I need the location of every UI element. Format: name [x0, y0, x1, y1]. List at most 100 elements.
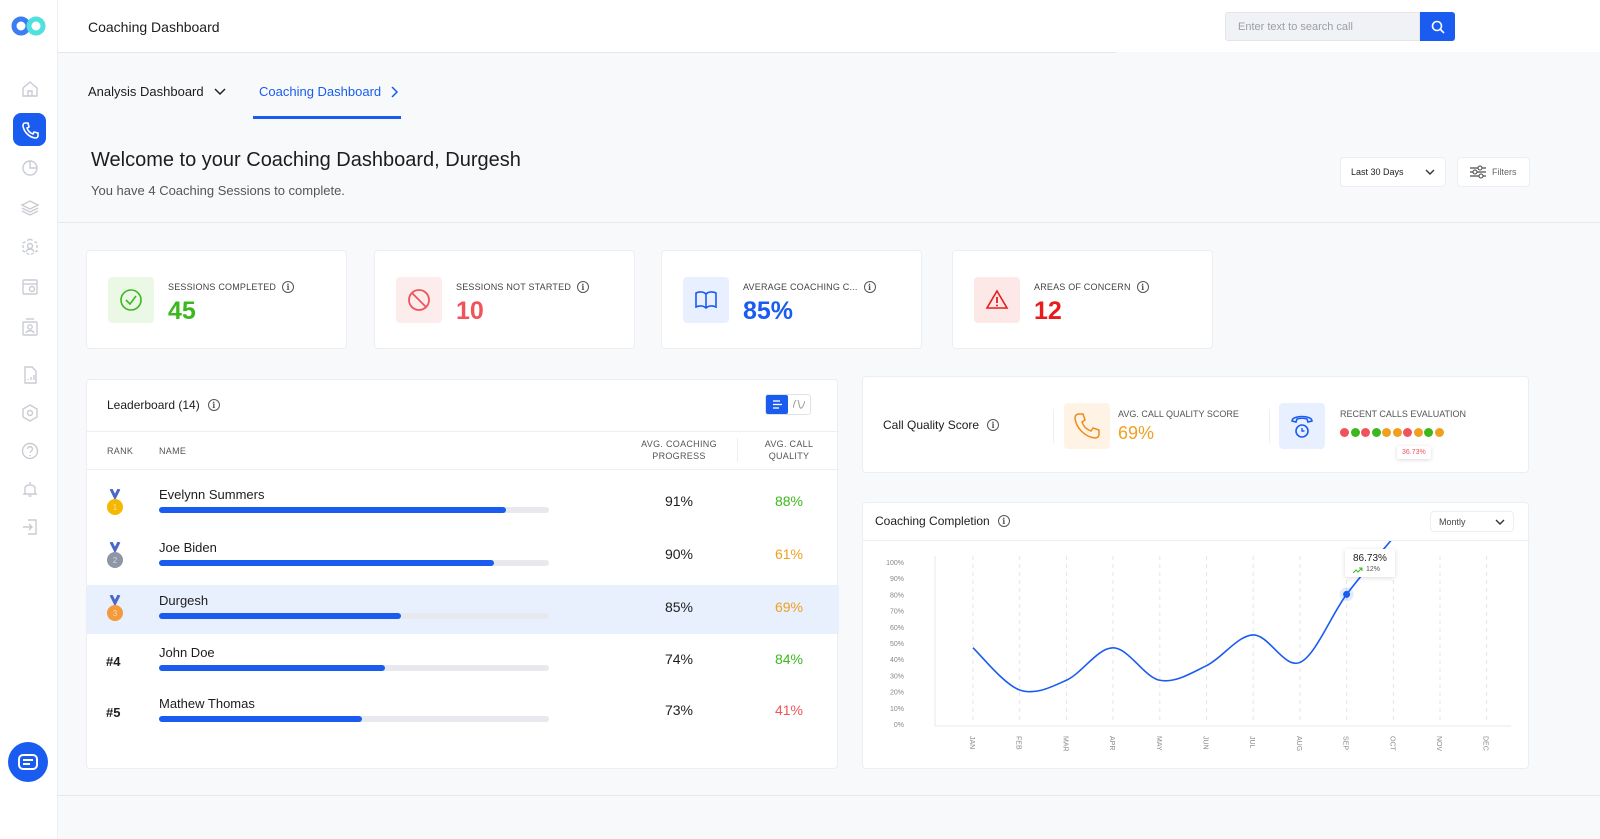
- recent-calls-dots: [1340, 428, 1445, 437]
- page-title: Coaching Dashboard: [88, 19, 220, 35]
- person-name: Evelynn Summers: [159, 487, 265, 502]
- evaluation-dot[interactable]: [1434, 428, 1444, 437]
- sidebar-item-calendar[interactable]: [13, 270, 46, 303]
- home-icon: [21, 80, 38, 97]
- sidebar-item-logout[interactable]: [13, 510, 46, 543]
- info-icon[interactable]: i: [997, 515, 1010, 527]
- coaching-completion-panel: Coaching Completion i Montly 0% 10% 20% 30% 4…: [862, 502, 1530, 769]
- filters-label: Filters: [1492, 167, 1517, 177]
- tab-coaching-dashboard[interactable]: Coaching Dashboard: [259, 84, 399, 99]
- stat-card: SESSIONS NOT STARTED i 10: [374, 250, 635, 349]
- call-quality-panel: Call Quality Score i AVG. CALL QUALITY SC…: [862, 376, 1529, 473]
- sidebar-item-user-badge[interactable]: [13, 310, 46, 343]
- info-icon[interactable]: i: [1136, 281, 1149, 293]
- stat-label: AREAS OF CONCERN: [1034, 282, 1131, 292]
- info-icon[interactable]: i: [577, 281, 590, 293]
- stat-label: SESSIONS COMPLETED: [168, 282, 277, 292]
- gold-medal-icon: 1: [107, 489, 123, 515]
- chart-view-button[interactable]: [788, 395, 810, 414]
- x-tick-label: SEP: [1342, 736, 1349, 750]
- info-icon[interactable]: i: [282, 281, 295, 293]
- chevron-down-icon: [1425, 169, 1435, 175]
- evaluation-dot[interactable]: [1371, 428, 1381, 437]
- sidebar-item-user-group[interactable]: [13, 230, 46, 263]
- sidebar-item-help[interactable]: [13, 434, 46, 467]
- sidebar-item-phone[interactable]: [13, 113, 46, 146]
- progress-bar: [159, 613, 549, 619]
- filters-button[interactable]: Filters: [1457, 157, 1530, 187]
- call-quality: 61%: [774, 546, 804, 562]
- call-quality-title: Call Quality Score: [883, 418, 980, 432]
- tab-analysis-dashboard[interactable]: Analysis Dashboard: [88, 84, 226, 99]
- sidebar-item-pie-chart[interactable]: [13, 151, 46, 184]
- evaluation-dot[interactable]: [1392, 428, 1402, 437]
- chat-button[interactable]: [8, 742, 48, 782]
- header-name: NAME: [159, 446, 187, 456]
- coaching-progress: 85%: [664, 599, 694, 615]
- stat-card: SESSIONS COMPLETED i 45: [86, 250, 347, 349]
- evaluation-dot[interactable]: [1361, 428, 1370, 437]
- evaluation-dot[interactable]: [1340, 428, 1349, 437]
- series-line: [972, 541, 1392, 693]
- period-label: Montly: [1439, 516, 1466, 527]
- stat-icon-box: [396, 277, 442, 323]
- welcome-title: Welcome to your Coaching Dashboard, Durg…: [91, 149, 521, 171]
- book-icon: [695, 291, 717, 310]
- sidebar-item-bell[interactable]: [13, 472, 46, 505]
- stat-label: SESSIONS NOT STARTED: [456, 282, 572, 292]
- table-row[interactable]: 3 Durgesh 85% 69%: [87, 585, 839, 634]
- stat-icon-box: [108, 277, 154, 323]
- list-view-button[interactable]: [766, 395, 788, 414]
- view-toggle[interactable]: [765, 394, 811, 415]
- search-icon: [1431, 20, 1445, 34]
- y-tick-label: 70%: [890, 609, 904, 616]
- evaluation-icon-box: [1279, 403, 1325, 449]
- chevron-down-icon: [1495, 519, 1505, 525]
- person-name: Durgesh: [159, 593, 209, 608]
- table-row[interactable]: #4 John Doe 74% 84%: [87, 637, 839, 687]
- warning-icon: [985, 289, 1009, 309]
- coaching-completion-title: Coaching Completion: [875, 514, 990, 528]
- pie-chart-icon: [21, 159, 38, 176]
- welcome-subtitle: You have 4 Coaching Sessions to complete…: [91, 183, 345, 198]
- evaluation-dot[interactable]: [1413, 428, 1423, 437]
- tooltip-value: 86.73%: [1353, 553, 1387, 564]
- call-quality: 84%: [774, 651, 804, 667]
- evaluation-dot[interactable]: [1403, 428, 1412, 437]
- info-icon[interactable]: i: [987, 419, 1000, 431]
- sidebar-item-settings[interactable]: [13, 396, 46, 429]
- info-icon[interactable]: i: [863, 281, 876, 293]
- info-icon[interactable]: i: [207, 399, 220, 411]
- date-range-select[interactable]: Last 30 Days: [1340, 157, 1446, 187]
- x-tick-label: NOV: [1435, 736, 1442, 752]
- leaderboard-title: Leaderboard (14): [107, 398, 200, 412]
- coaching-completion-chart: 0% 10% 20% 30% 40% 50% 60% 70% 80% 90% 100% JAN FEB M…: [886, 541, 1511, 752]
- period-select[interactable]: Montly: [1430, 511, 1514, 532]
- evaluation-dot[interactable]: [1424, 428, 1433, 437]
- ban-icon: [408, 289, 430, 311]
- phone-clock-icon: [1291, 415, 1313, 438]
- search-button[interactable]: [1420, 12, 1455, 41]
- sidebar-item-home[interactable]: [13, 72, 46, 105]
- y-tick-label: 10%: [890, 706, 904, 713]
- table-row[interactable]: #5 Mathew Thomas 73% 41%: [87, 688, 839, 738]
- chevron-right-icon: [391, 85, 399, 98]
- y-tick-label: 30%: [890, 673, 904, 680]
- divider: [58, 222, 1600, 223]
- sidebar-item-layers[interactable]: [13, 191, 46, 224]
- table-row[interactable]: 2 Joe Biden 90% 61%: [87, 532, 839, 582]
- evaluation-dot[interactable]: [1382, 428, 1391, 437]
- progress-bar: [159, 665, 549, 671]
- table-row[interactable]: 1 Evelynn Summers 91% 88%: [87, 479, 839, 529]
- check-circle-icon: [120, 289, 142, 311]
- stat-card: AREAS OF CONCERN i 12: [952, 250, 1213, 349]
- sidebar-item-report[interactable]: [13, 358, 46, 391]
- x-tick-label: FEB: [1015, 736, 1022, 750]
- call-quality: 41%: [774, 702, 804, 718]
- stat-label: AVERAGE COACHING C...: [743, 282, 858, 292]
- user-badge-icon: [21, 317, 38, 336]
- search-input[interactable]: Enter text to search call: [1225, 12, 1420, 41]
- evaluation-dot[interactable]: [1350, 428, 1360, 437]
- y-tick-label: 60%: [890, 625, 904, 632]
- tooltip-change: 12%: [1366, 566, 1381, 573]
